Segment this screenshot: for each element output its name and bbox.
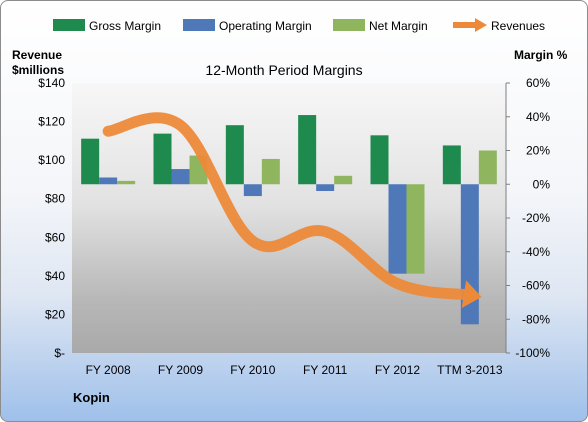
legend-label-revenues: Revenues: [491, 19, 545, 33]
legend-label-gross-margin: Gross Margin: [89, 19, 161, 33]
right-axis-tick-label: 0%: [533, 177, 551, 191]
left-axis-tick-label: $-: [54, 346, 65, 360]
bar-gross-margin: [153, 133, 172, 185]
revenue-arrowhead: [461, 280, 482, 309]
right-axis-tick-label: 40%: [526, 110, 550, 124]
category-label: FY 2012: [375, 363, 420, 377]
left-axis-title-line2: $millions: [12, 63, 64, 77]
bar-operating-margin: [388, 184, 407, 274]
left-axis-title-line1: Revenue: [12, 48, 62, 62]
bar-net-margin: [406, 184, 425, 274]
bar-operating-margin: [243, 184, 262, 197]
revenue-line: [102, 112, 482, 309]
left-axis-tick-label: $80: [45, 192, 65, 206]
legend: Gross Margin Operating Margin Net Margin…: [53, 18, 545, 33]
bar-gross-margin: [442, 145, 461, 185]
right-axis-tick-label: -80%: [522, 312, 550, 326]
bar-net-margin: [478, 150, 497, 185]
bar-net-margin: [261, 158, 280, 185]
legend-label-operating-margin: Operating Margin: [219, 19, 312, 33]
bar-operating-margin: [99, 177, 118, 185]
right-axis-tick-label: 20%: [526, 144, 550, 158]
company-name: Kopin: [73, 390, 110, 405]
bar-gross-margin: [81, 138, 100, 185]
bar-gross-margin: [370, 135, 389, 185]
category-label: FY 2008: [86, 363, 131, 377]
left-axis-tick-label: $20: [45, 307, 65, 321]
legend-swatch-revenues: [453, 18, 487, 32]
bar-gross-margin: [298, 115, 317, 185]
plot-area: [72, 83, 506, 353]
category-label: FY 2010: [230, 363, 275, 377]
bar-operating-margin: [171, 169, 190, 185]
category-label: FY 2009: [158, 363, 203, 377]
bar-net-margin: [117, 180, 136, 185]
legend-label-net-margin: Net Margin: [369, 19, 428, 33]
bar-operating-margin: [316, 184, 335, 191]
category-axis: FY 2008 FY 2009 FY 2010 FY 2011 FY 2012 TTM 3…: [86, 363, 503, 377]
category-label: TTM 3-2013: [437, 363, 503, 377]
bar-net-margin: [334, 175, 353, 185]
right-axis-tick-label: -20%: [522, 211, 550, 225]
legend-swatch-operating-margin: [183, 19, 215, 31]
right-axis-tick-label: -100%: [515, 346, 550, 360]
right-axis-tick-label: -60%: [522, 279, 550, 293]
left-axis-tick-label: $60: [45, 230, 65, 244]
legend-swatch-net-margin: [333, 19, 365, 31]
chart-title: 12-Month Period Margins: [205, 62, 362, 78]
left-axis-tick-label: $100: [38, 153, 65, 167]
legend-swatch-gross-margin: [53, 19, 85, 31]
category-label: FY 2011: [303, 363, 348, 377]
left-axis-tick-label: $40: [45, 269, 65, 283]
left-axis: $140 $120 $100 $80 $60 $40 $20 $-: [38, 76, 65, 360]
right-axis-tick-label: -40%: [522, 245, 550, 259]
bar-gross-margin: [225, 125, 244, 185]
left-axis-tick-label: $120: [38, 115, 65, 129]
right-axis-tick-label: 60%: [526, 76, 550, 90]
left-axis-tick-label: $140: [38, 76, 65, 90]
right-axis: 60% 40% 20% 0% -20% -40% -60% -80% -100%: [505, 76, 551, 360]
right-axis-title: Margin %: [514, 48, 568, 62]
